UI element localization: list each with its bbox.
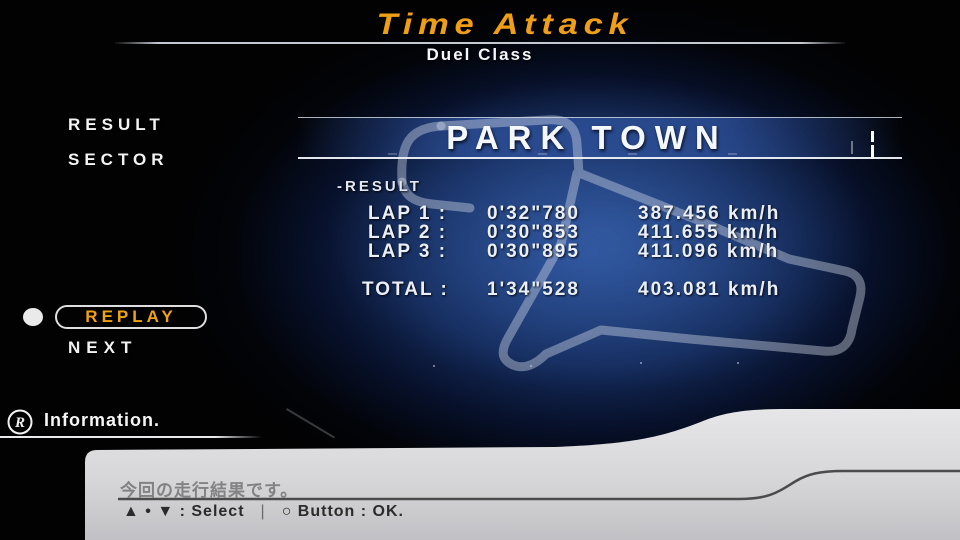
lap-times-table: LAP 1 : 0'32"780 387.456 km/h LAP 2 : 0'… bbox=[368, 203, 781, 262]
r-logo-icon: R bbox=[7, 409, 33, 435]
band-dash bbox=[728, 153, 737, 155]
band-tick bbox=[851, 141, 853, 154]
lap-time: 0'32"780 bbox=[487, 203, 580, 224]
information-underline bbox=[0, 436, 262, 438]
star-dot bbox=[530, 365, 532, 367]
select-hint: ▲ • ▼ : Select bbox=[123, 503, 245, 520]
band-dash bbox=[388, 153, 397, 155]
total-row: TOTAL : 1'34"528 403.081 km/h bbox=[362, 279, 780, 301]
sidebar-item-sector[interactable]: SECTOR bbox=[68, 150, 169, 169]
lap-speed: 411.096 km/h bbox=[638, 241, 780, 262]
star-dot bbox=[737, 362, 739, 364]
information-label: Information. bbox=[44, 410, 160, 430]
star-dot bbox=[640, 362, 642, 364]
band-dash bbox=[538, 153, 547, 155]
svg-text:R: R bbox=[14, 415, 25, 431]
lap-speed: 411.655 km/h bbox=[638, 222, 780, 243]
total-label: TOTAL : bbox=[362, 279, 449, 300]
lap-label: LAP 2 : bbox=[368, 222, 448, 243]
selection-bullet-icon bbox=[23, 308, 43, 326]
star-dot bbox=[433, 365, 435, 367]
lap-speed: 387.456 km/h bbox=[638, 203, 781, 224]
course-band-background bbox=[298, 117, 902, 159]
controls-hint-bar: ▲ • ▼ : Select | ○ Button : OK. bbox=[123, 503, 404, 521]
sidebar-item-result[interactable]: RESULT bbox=[68, 115, 165, 134]
lap-label: LAP 1 : bbox=[368, 203, 448, 224]
text-cursor bbox=[871, 145, 874, 159]
course-name-band: PARK TOWN bbox=[298, 117, 902, 159]
ok-hint: ○ Button : OK. bbox=[281, 503, 404, 520]
menu-item-replay[interactable]: REPLAY bbox=[55, 305, 207, 329]
information-message: 今回の走行結果です。 bbox=[120, 481, 299, 500]
page-title: Time Attack bbox=[376, 8, 634, 41]
course-name: PARK TOWN bbox=[446, 119, 728, 156]
lap-label: LAP 3 : bbox=[368, 241, 448, 262]
total-speed: 403.081 km/h bbox=[638, 279, 781, 300]
lap-time: 0'30"895 bbox=[487, 241, 580, 262]
menu-item-next[interactable]: NEXT bbox=[68, 338, 138, 357]
hint-divider: | bbox=[260, 503, 266, 520]
class-subtitle: Duel Class bbox=[426, 45, 534, 64]
total-time: 1'34"528 bbox=[487, 279, 580, 300]
title-underline bbox=[115, 42, 845, 44]
text-cursor bbox=[871, 131, 874, 142]
band-dash bbox=[628, 153, 637, 155]
lap-time: 0'30"853 bbox=[487, 222, 580, 243]
result-section-label: -RESULT bbox=[337, 178, 422, 195]
